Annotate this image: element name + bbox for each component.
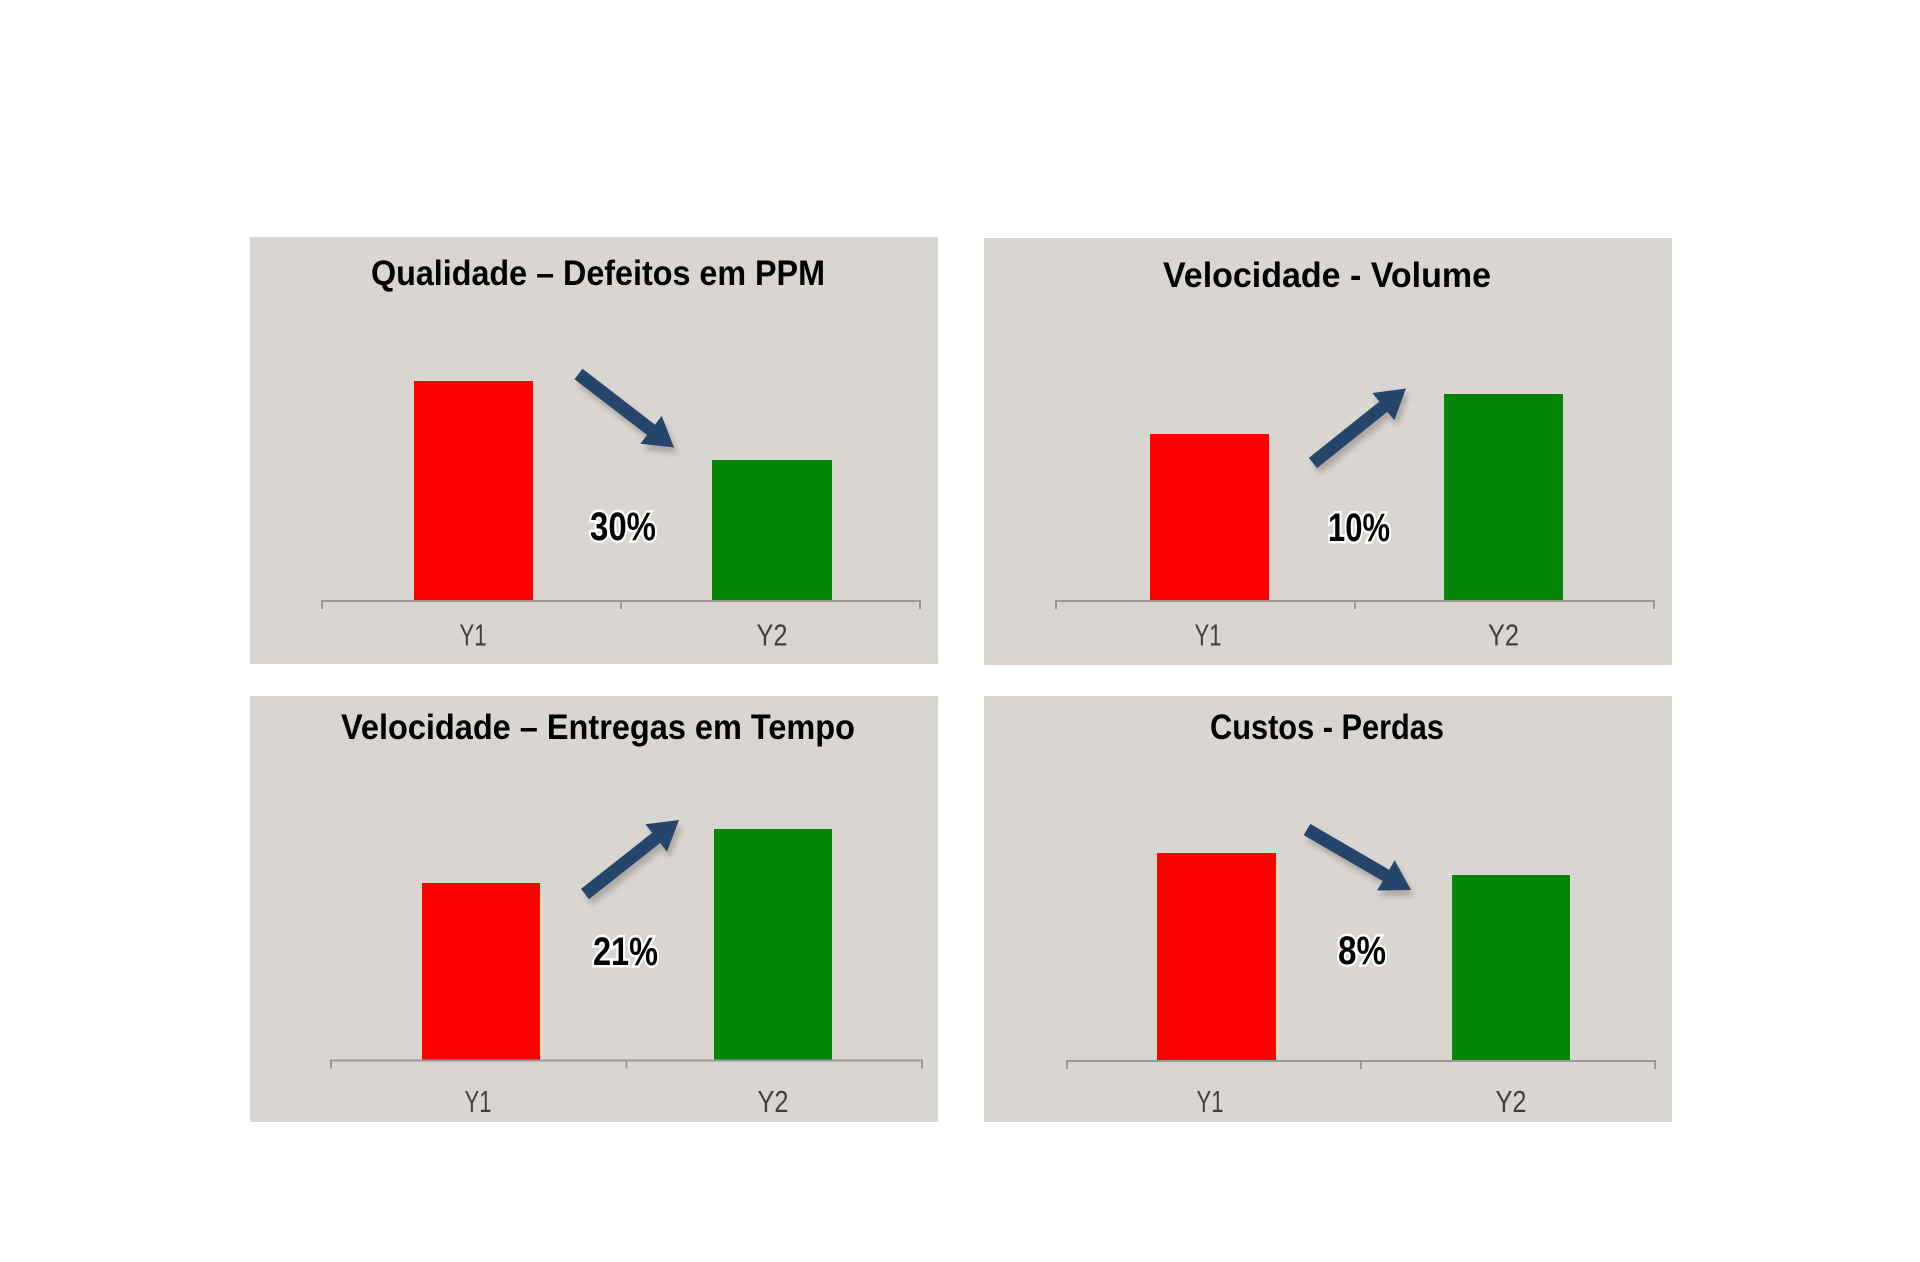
svg-text:21%: 21% — [593, 930, 658, 974]
svg-text:Qualidade – Defeitos em PPM: Qualidade – Defeitos em PPM — [371, 254, 825, 293]
svg-text:30%: 30% — [590, 505, 656, 549]
svg-text:Y1: Y1 — [460, 618, 487, 653]
svg-text:10%: 10% — [1328, 506, 1390, 550]
svg-text:Y1: Y1 — [1197, 1084, 1224, 1119]
svg-text:Y2: Y2 — [1488, 618, 1519, 653]
svg-text:Y1: Y1 — [465, 1084, 492, 1119]
svg-text:Y2: Y2 — [1496, 1084, 1527, 1119]
svg-text:Velocidade – Entregas em Tempo: Velocidade – Entregas em Tempo — [341, 708, 855, 747]
svg-text:Custos - Perdas: Custos - Perdas — [1210, 708, 1444, 747]
svg-text:8%: 8% — [1338, 929, 1386, 973]
svg-text:Y2: Y2 — [758, 1084, 789, 1119]
svg-text:Velocidade - Volume: Velocidade - Volume — [1163, 256, 1491, 295]
svg-text:Y1: Y1 — [1195, 618, 1222, 653]
svg-text:Y2: Y2 — [757, 618, 788, 653]
